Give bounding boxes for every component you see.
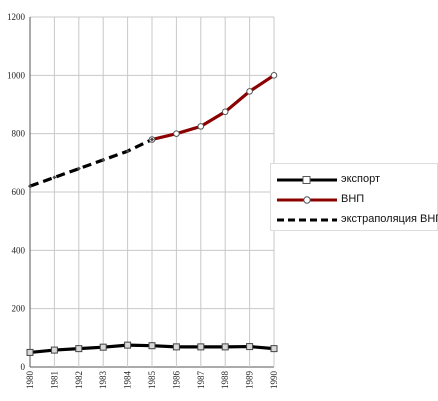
marker-1-1 <box>173 130 180 137</box>
legend-swatch-gnp-extrapolation <box>277 218 337 222</box>
marker-0-6 <box>172 343 180 351</box>
series-line-1 <box>151 73 275 142</box>
legend: экспорт ВНП экстраполяция ВНП <box>270 163 438 231</box>
x-tick-label: 1985 <box>147 371 157 390</box>
x-tick-label: 1982 <box>74 371 84 389</box>
marker-0-9 <box>246 343 254 351</box>
y-tick-label: 800 <box>12 129 26 139</box>
legend-item-gnp: ВНП <box>271 190 438 210</box>
marker-1-3 <box>221 108 229 116</box>
marker-0-3 <box>99 343 107 351</box>
x-tick-label: 1990 <box>269 371 279 390</box>
marker-0-4 <box>124 341 132 349</box>
marker-0-1 <box>50 346 58 354</box>
legend-item-gnp-extrapolation: экстраполяция ВНП <box>271 210 438 230</box>
y-tick-label: 0 <box>21 362 26 372</box>
marker-1-5 <box>270 72 278 79</box>
x-tick-label: 1986 <box>171 371 181 390</box>
marker-0-10 <box>270 345 278 353</box>
y-tick-label: 200 <box>12 304 26 314</box>
x-tick-label: 1984 <box>123 371 133 390</box>
gridlines <box>29 16 275 368</box>
marker-2-1 <box>52 175 57 180</box>
y-tick-label: 1200 <box>7 12 26 22</box>
legend-label-gnp: ВНП <box>341 193 365 205</box>
x-axis-ticks: 1980 1981 1982 1983 1984 1985 1986 1987 1988 1989… <box>25 371 279 390</box>
marker-0-7 <box>197 343 205 351</box>
legend-swatch-gnp <box>277 196 337 204</box>
marker-2-2 <box>76 166 81 171</box>
x-tick-label: 1989 <box>245 371 255 390</box>
marker-2-4 <box>125 149 130 154</box>
marker-2-3 <box>101 157 106 162</box>
series-markers <box>26 72 278 356</box>
marker-1-4 <box>246 88 253 95</box>
marker-2-0 <box>28 184 32 189</box>
marker-1-2 <box>197 123 205 130</box>
x-tick-label: 1981 <box>49 371 59 389</box>
legend-label-export: экспорт <box>341 173 381 185</box>
marker-0-5 <box>148 342 156 350</box>
series-line-2 <box>29 138 153 188</box>
legend-label-gnp-extrapolation: экстраполяция ВНП <box>341 213 438 225</box>
marker-0-0 <box>26 348 34 356</box>
y-axis-ticks: 0 200 400 600 800 1000 1200 <box>7 12 26 372</box>
y-tick-label: 600 <box>12 187 26 197</box>
marker-0-2 <box>75 345 83 353</box>
y-tick-label: 400 <box>12 245 26 255</box>
y-tick-label: 1000 <box>7 70 26 80</box>
x-tick-label: 1983 <box>98 371 108 390</box>
legend-swatch-export <box>277 176 337 184</box>
marker-0-8 <box>221 343 229 351</box>
x-tick-label: 1980 <box>25 371 35 390</box>
x-tick-label: 1987 <box>196 371 206 390</box>
legend-item-export: экспорт <box>271 170 438 190</box>
x-tick-label: 1988 <box>220 371 230 390</box>
marker-2-5 <box>150 137 154 142</box>
